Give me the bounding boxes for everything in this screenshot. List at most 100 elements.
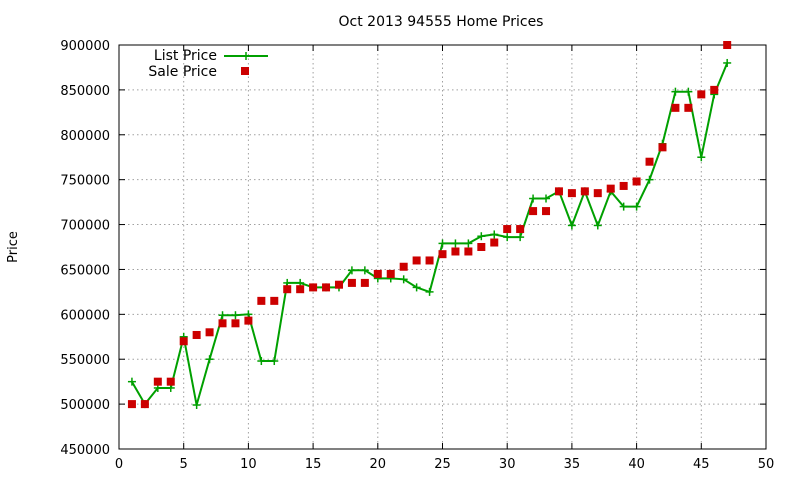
y-tick-label: 450000 [60,443,110,458]
sale-price-point [567,189,576,198]
y-tick-label: 500000 [60,398,110,413]
x-tick-label: 15 [305,457,322,472]
sale-price-point [490,238,499,247]
sale-price-point [334,280,343,289]
sale-price-point [593,189,602,198]
list-price-point [412,283,421,292]
sale-price-point [257,296,266,305]
list-price-point [723,58,732,67]
list-price-point [218,311,227,320]
chart-title: Oct 2013 94555 Home Prices [339,14,544,30]
sale-price-point [322,283,331,292]
sale-price-point [309,283,318,292]
x-tick-label: 35 [564,457,581,472]
sale-price-point [399,262,408,271]
sale-price-point [710,85,719,94]
y-tick-label: 900000 [60,39,110,54]
list-price-point [438,239,447,248]
series-sale-price [127,41,732,409]
x-tick-label: 40 [628,457,645,472]
list-price-point [347,266,356,275]
sale-price-point [671,103,680,112]
list-price-point [425,287,434,296]
y-axis-label: Price [6,231,21,263]
sale-price-point [127,400,136,409]
y-tick-label: 600000 [60,308,110,323]
sale-price-point [386,269,395,278]
sale-price-point [360,278,369,287]
list-price-point [231,311,240,320]
sale-price-point [412,256,421,265]
series-list-price [127,58,732,410]
legend-label-sale-price: Sale Price [148,64,217,80]
list-price-point [464,239,473,248]
x-tick-label: 20 [370,457,387,472]
sale-price-point [697,90,706,99]
y-tick-label: 800000 [60,129,110,144]
sale-price-point [516,225,525,234]
list-price-point [503,233,512,242]
sale-price-point [645,157,654,166]
sale-price-point [153,377,162,386]
y-tick-label: 850000 [60,84,110,99]
list-price-point [516,233,525,242]
axes: 0 5 10 15 20 25 30 35 40 45 50 450000 500000 550000 60… [60,39,774,472]
list-price-point [671,87,680,96]
list-price-point [542,194,551,203]
list-price-point [257,357,266,366]
x-tick-label: 0 [115,457,123,472]
sale-price-point [140,400,149,409]
list-price-point [477,232,486,241]
list-price-point [529,194,538,203]
list-price-point [399,275,408,284]
list-price-point [192,401,201,410]
list-price-point [360,266,369,275]
list-price-point [205,355,214,364]
list-price-point [632,202,641,211]
list-price-point [270,357,279,366]
sale-price-point [192,330,201,339]
sale-price-point [606,184,615,193]
sale-price-point [542,207,551,216]
list-price-point [567,221,576,230]
x-tick-label: 5 [180,457,188,472]
legend: List Price Sale Price [148,48,268,80]
list-price-line [131,62,729,406]
x-tick-label: 50 [758,457,775,472]
sale-price-point [425,256,434,265]
y-tick-label: 700000 [60,219,110,234]
sale-price-point [205,328,214,337]
sale-price-point [477,243,486,251]
sale-price-point [619,181,628,190]
list-price-point [697,153,706,162]
sale-price-point [684,103,693,112]
sale-price-point [270,296,279,305]
sale-price-point [231,319,240,328]
list-price-point [684,87,693,96]
legend-swatch-sale-price [241,67,249,75]
sale-price-point [554,187,563,196]
sale-price-point [529,207,538,216]
sale-price-point [503,225,512,234]
list-price-point [490,230,499,239]
list-price-point [451,239,460,248]
sale-price-point [179,337,188,346]
x-tick-label: 30 [499,457,516,472]
legend-label-list-price: List Price [154,48,217,64]
sale-price-point [296,285,305,294]
y-tick-label: 550000 [60,353,110,368]
sale-price-point [723,41,732,49]
y-tick-label: 650000 [60,263,110,278]
list-price-point [593,221,602,230]
sale-price-point [464,247,473,256]
x-tick-label: 10 [240,457,257,472]
sale-price-point [438,250,447,259]
sale-price-point [632,177,641,186]
y-tick-label: 750000 [60,174,110,189]
sale-price-point [218,319,227,328]
sale-price-point [580,187,589,196]
x-tick-label: 25 [434,457,451,472]
sale-price-point [373,269,382,278]
sale-price-point [658,143,667,152]
